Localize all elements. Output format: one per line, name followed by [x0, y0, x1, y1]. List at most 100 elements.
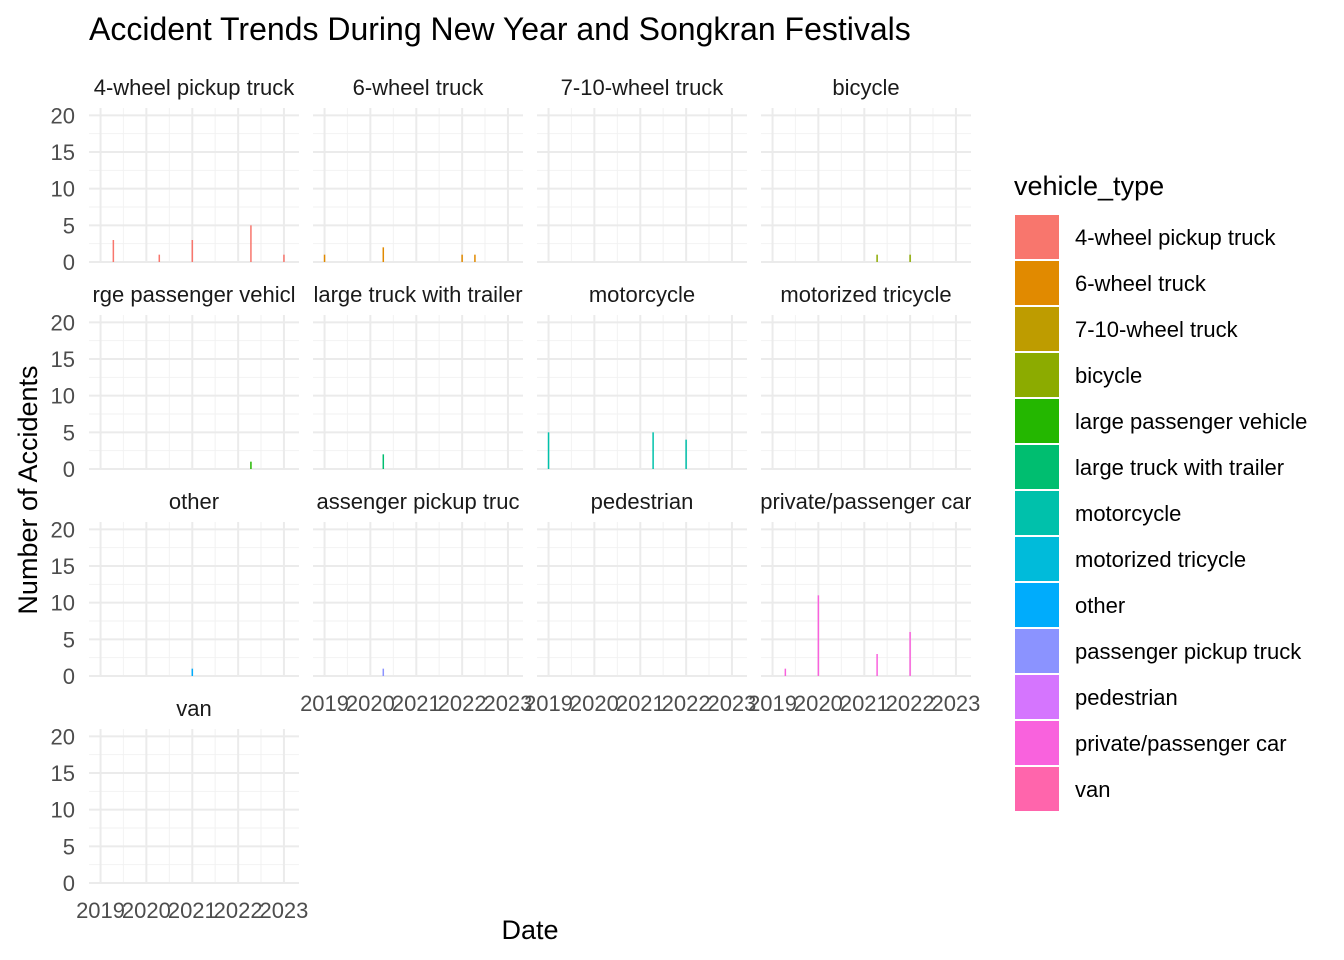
- legend-label: 7-10-wheel truck: [1075, 317, 1239, 342]
- bar: [474, 254, 476, 262]
- facet-panel: rge passenger vehicl 0 5 10 15 20: [51, 282, 299, 482]
- x-tick-label: 2021: [168, 898, 217, 923]
- bar: [547, 432, 550, 469]
- x-tick-label: 2022: [886, 691, 935, 716]
- facet-strip-label: bicycle: [832, 75, 899, 100]
- facet-panel: bicycle: [761, 75, 971, 263]
- x-tick-label: 2021: [392, 691, 441, 716]
- legend-label: motorcycle: [1075, 501, 1181, 526]
- y-tick-label: 15: [51, 761, 75, 786]
- x-tick-label: 2023: [931, 691, 980, 716]
- bar: [461, 254, 463, 262]
- x-tick-label: 2022: [214, 898, 263, 923]
- x-tick-label: 2022: [662, 691, 711, 716]
- legend-key: [1015, 261, 1059, 305]
- legend-label: pedestrian: [1075, 685, 1178, 710]
- bar: [250, 461, 252, 469]
- legend-label: large passenger vehicle: [1075, 409, 1307, 434]
- y-tick-label: 0: [63, 457, 75, 482]
- facet-strip-label: rge passenger vehicl: [92, 282, 295, 307]
- x-tick-label: 2023: [483, 691, 532, 716]
- bar: [652, 432, 654, 469]
- legend-key: [1015, 307, 1059, 351]
- legend-label: 6-wheel truck: [1075, 271, 1207, 296]
- facet-strip-label: motorized tricycle: [780, 282, 951, 307]
- x-tick-label: 2019: [748, 691, 797, 716]
- legend-item: van: [1015, 767, 1110, 811]
- legend-key: [1015, 721, 1059, 765]
- x-tick-label: 2020: [346, 691, 395, 716]
- x-tick-label: 2023: [259, 898, 308, 923]
- y-tick-label: 5: [63, 834, 75, 859]
- legend: vehicle_type 4-wheel pickup truck 6-wheel…: [1014, 171, 1307, 811]
- legend-label: motorized tricycle: [1075, 547, 1246, 572]
- y-tick-label: 15: [51, 347, 75, 372]
- y-tick-label: 5: [63, 420, 75, 445]
- bar: [112, 240, 115, 262]
- legend-label: other: [1075, 593, 1125, 618]
- y-tick-label: 5: [63, 213, 75, 238]
- legend-item: private/passenger car: [1015, 721, 1287, 765]
- legend-item: large truck with trailer: [1015, 445, 1284, 489]
- bar: [250, 225, 252, 262]
- legend-item: passenger pickup truck: [1015, 629, 1302, 673]
- facet-panels: 4-wheel pickup truck 0 5 10 15 20 6-wheel truc…: [51, 75, 981, 923]
- legend-label: large truck with trailer: [1075, 455, 1284, 480]
- y-tick-label: 10: [51, 177, 75, 202]
- facet-strip-label: 6-wheel truck: [353, 75, 485, 100]
- x-axis-label: Date: [501, 915, 558, 945]
- facet-panel: large truck with trailer: [313, 282, 523, 470]
- legend-item: 4-wheel pickup truck: [1015, 215, 1277, 259]
- legend-key: [1015, 445, 1059, 489]
- bar: [382, 668, 385, 676]
- legend-label: 4-wheel pickup truck: [1075, 225, 1277, 250]
- y-tick-label: 10: [51, 591, 75, 616]
- legend-item: other: [1015, 583, 1125, 627]
- legend-key: [1015, 583, 1059, 627]
- legend-item: bicycle: [1015, 353, 1142, 397]
- facet-strip-label: van: [176, 696, 211, 721]
- facet-strip-label: large truck with trailer: [313, 282, 522, 307]
- facet-panel: other 0 5 10 15 20: [51, 489, 299, 689]
- y-tick-label: 5: [63, 627, 75, 652]
- facet-strip-label: private/passenger car: [760, 489, 972, 514]
- bar: [191, 668, 194, 676]
- facet-panel: motorcycle: [537, 282, 747, 470]
- bar: [784, 668, 787, 676]
- legend-key: [1015, 491, 1059, 535]
- legend-key: [1015, 537, 1059, 581]
- facet-panel: motorized tricycle: [761, 282, 971, 470]
- facet-panel: 4-wheel pickup truck 0 5 10 15 20: [51, 75, 299, 275]
- legend-key: [1015, 675, 1059, 719]
- bar: [382, 454, 385, 469]
- facet-panel: private/passenger car 2019202020212022202…: [748, 489, 980, 716]
- legend-key: [1015, 215, 1059, 259]
- legend-item: large passenger vehicle: [1015, 399, 1307, 443]
- bar: [382, 247, 385, 262]
- y-tick-label: 10: [51, 798, 75, 823]
- legend-key: [1015, 353, 1059, 397]
- legend-label: van: [1075, 777, 1110, 802]
- y-tick-label: 20: [51, 103, 75, 128]
- legend-key: [1015, 629, 1059, 673]
- x-tick-label: 2020: [794, 691, 843, 716]
- legend-item: motorcycle: [1015, 491, 1181, 535]
- legend-key: [1015, 767, 1059, 811]
- y-tick-label: 20: [51, 724, 75, 749]
- x-tick-label: 2019: [524, 691, 573, 716]
- x-tick-label: 2021: [616, 691, 665, 716]
- legend-item: pedestrian: [1015, 675, 1178, 719]
- x-tick-label: 2023: [707, 691, 756, 716]
- bar: [191, 240, 194, 262]
- y-tick-label: 20: [51, 517, 75, 542]
- legend-label: private/passenger car: [1075, 731, 1287, 756]
- legend-item: motorized tricycle: [1015, 537, 1246, 581]
- facet-strip-label: pedestrian: [591, 489, 694, 514]
- legend-item: 6-wheel truck: [1015, 261, 1207, 305]
- facet-panel: 6-wheel truck: [313, 75, 523, 263]
- x-tick-label: 2019: [300, 691, 349, 716]
